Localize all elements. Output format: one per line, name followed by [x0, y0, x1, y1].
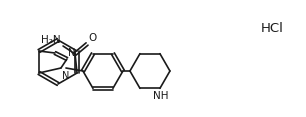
Text: N: N — [62, 71, 69, 81]
Text: NH: NH — [153, 91, 169, 101]
Text: O: O — [88, 33, 96, 43]
Text: H₂N: H₂N — [41, 35, 61, 45]
Text: HCl: HCl — [261, 22, 283, 35]
Text: N: N — [68, 48, 75, 58]
